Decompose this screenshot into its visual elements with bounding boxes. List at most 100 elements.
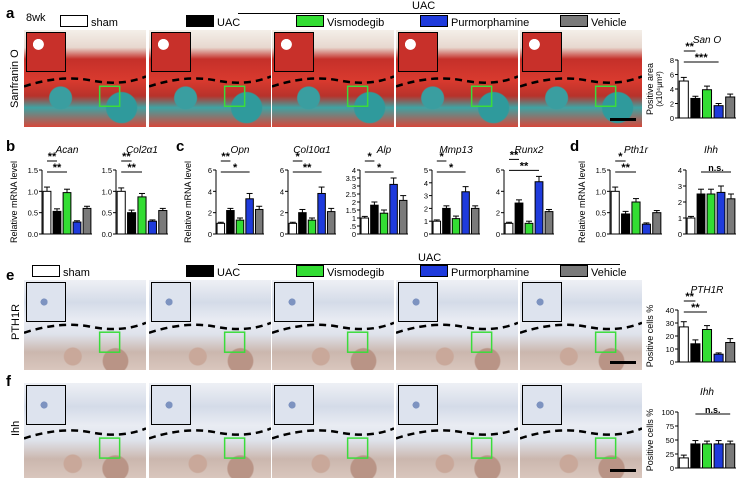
- bar-5: [82, 207, 92, 235]
- chart-opn: Opn Relative mRNA level 0 2 4 6 ***: [183, 145, 264, 243]
- ihh-micrograph-1: [24, 383, 147, 478]
- significance-label: *: [449, 162, 454, 174]
- y-tick-label: .5: [350, 222, 356, 231]
- zoom-inset: [26, 385, 66, 425]
- bar-1: [360, 217, 370, 235]
- bar-5: [398, 199, 408, 235]
- legend-uac: UAC: [186, 15, 240, 29]
- y-tick-label: 4: [670, 85, 674, 94]
- legend-swatch-uac-2: [186, 265, 214, 277]
- y-axis-label: Positive cells %: [645, 409, 655, 472]
- chart-mmp13: Mmp13 0 1 2 3 4 5 * *: [424, 145, 480, 239]
- bar-3: [307, 219, 317, 235]
- y-tick-label: 0: [208, 230, 212, 239]
- significance-label: **: [303, 162, 312, 174]
- legend-sham-2: sham: [32, 265, 90, 279]
- zoom-region-box: [470, 85, 493, 108]
- y-tick-label: 6: [280, 166, 284, 175]
- significance-label: **: [127, 162, 136, 174]
- significance-label: **: [510, 149, 519, 161]
- age-label: 8wk: [26, 12, 46, 24]
- panel-letter-d: d: [570, 138, 580, 155]
- bar-3: [701, 443, 713, 469]
- y-tick-label: 0.0: [596, 230, 606, 239]
- significance-label: n.s.: [708, 163, 724, 173]
- y-tick-label: 1.5: [346, 206, 356, 215]
- y-tick-label: 0.0: [28, 230, 38, 239]
- significance-label: **: [621, 162, 630, 174]
- y-tick-label: 0: [352, 230, 356, 239]
- bar-5: [725, 443, 736, 469]
- y-tick-label: 4: [678, 166, 682, 175]
- legend-vismodegib: Vismodegib: [296, 15, 384, 29]
- significance-label: **: [685, 291, 694, 303]
- zoom-region-box: [98, 437, 121, 459]
- y-tick-label: 1: [352, 214, 356, 223]
- bar-3: [524, 222, 534, 235]
- y-tick-label: 1.0: [596, 187, 606, 196]
- y-tick-label: 2: [352, 198, 356, 207]
- y-tick-label: 5: [424, 166, 428, 175]
- zoom-region-box: [98, 331, 121, 353]
- chart-title: Runx2: [515, 145, 544, 156]
- bar-1: [678, 80, 689, 119]
- chart-col10a1: Col10α1 0 2 4 6 ***: [280, 145, 336, 239]
- legend-swatch-vismodegib-2: [296, 265, 324, 277]
- bar-4: [147, 220, 157, 235]
- y-tick-label: 4: [424, 179, 428, 188]
- panel-letter-b: b: [6, 138, 16, 155]
- uac-group-label: UAC: [412, 0, 436, 12]
- ihh-micrograph-2: [149, 383, 272, 478]
- bar-1: [116, 190, 126, 235]
- y-tick-label: 40: [666, 306, 674, 315]
- pth1r-micrograph-4: [396, 280, 519, 370]
- bar-4: [461, 191, 470, 235]
- zoom-inset: [274, 32, 314, 72]
- significance-label: *: [367, 151, 372, 163]
- y-tick-label: 3: [424, 192, 428, 201]
- tidemark-line: [272, 321, 394, 334]
- safranin-micrograph-5: [520, 30, 643, 127]
- bar-4: [713, 443, 724, 469]
- bar-2: [696, 193, 706, 235]
- significance-label: **: [122, 151, 131, 163]
- chart-san-o: San O Positive area (x10⁴μm²) 0 2 4 6 8 *****: [645, 35, 736, 123]
- zoom-region-box: [98, 85, 121, 108]
- bar-5: [326, 211, 336, 235]
- significance-label: **: [685, 41, 694, 53]
- chart-alp: Alp 0.511.522.533.54 * *: [346, 145, 408, 239]
- zoom-region-box: [346, 437, 369, 459]
- bar-3: [62, 192, 72, 235]
- y-tick-label: 3.5: [346, 174, 356, 183]
- bar-3: [235, 219, 245, 235]
- legend-purmorphamine: Purmorphamine: [420, 15, 529, 29]
- tidemark-line: [520, 427, 642, 440]
- y-tick-label: 0.5: [28, 209, 38, 218]
- bar-2: [514, 202, 524, 235]
- panel-letter-f: f: [6, 373, 11, 390]
- y-tick-label: 10: [666, 345, 674, 354]
- y-axis-label-unit: (x10⁴μm²): [655, 71, 664, 107]
- bar-1: [216, 222, 226, 235]
- legend-swatch-vehicle-2: [560, 265, 588, 277]
- legend-vehicle: Vehicle: [560, 15, 626, 29]
- legend-label-uac: UAC: [217, 17, 241, 29]
- bar-3: [701, 329, 713, 363]
- pth1r-micrograph-3: [272, 280, 395, 370]
- chart-ihh-mrna: Ihh 0 1 2 3 4 n.s.: [678, 145, 736, 239]
- y-axis-label: Relative mRNA level: [9, 161, 19, 243]
- zoom-region-box: [594, 85, 617, 108]
- bar-4: [713, 105, 724, 119]
- bar-4: [716, 191, 726, 235]
- significance-label: *: [618, 151, 623, 163]
- zoom-region-box: [346, 85, 369, 108]
- tidemark-line: [272, 427, 394, 440]
- chart-col2a1: Col2α1 0.0 0.5 1.0 1.5 ****: [102, 145, 168, 239]
- bar-3: [631, 201, 641, 235]
- chart-pth1r-mrna: Pth1r Relative mRNA level 0.0 0.5 1.0 1.5 ***: [577, 145, 662, 243]
- bar-5: [254, 208, 264, 235]
- bar-1: [678, 326, 689, 363]
- pth1r-micrograph-5: [520, 280, 643, 370]
- zoom-region-box: [223, 437, 246, 459]
- bar-2: [226, 210, 235, 235]
